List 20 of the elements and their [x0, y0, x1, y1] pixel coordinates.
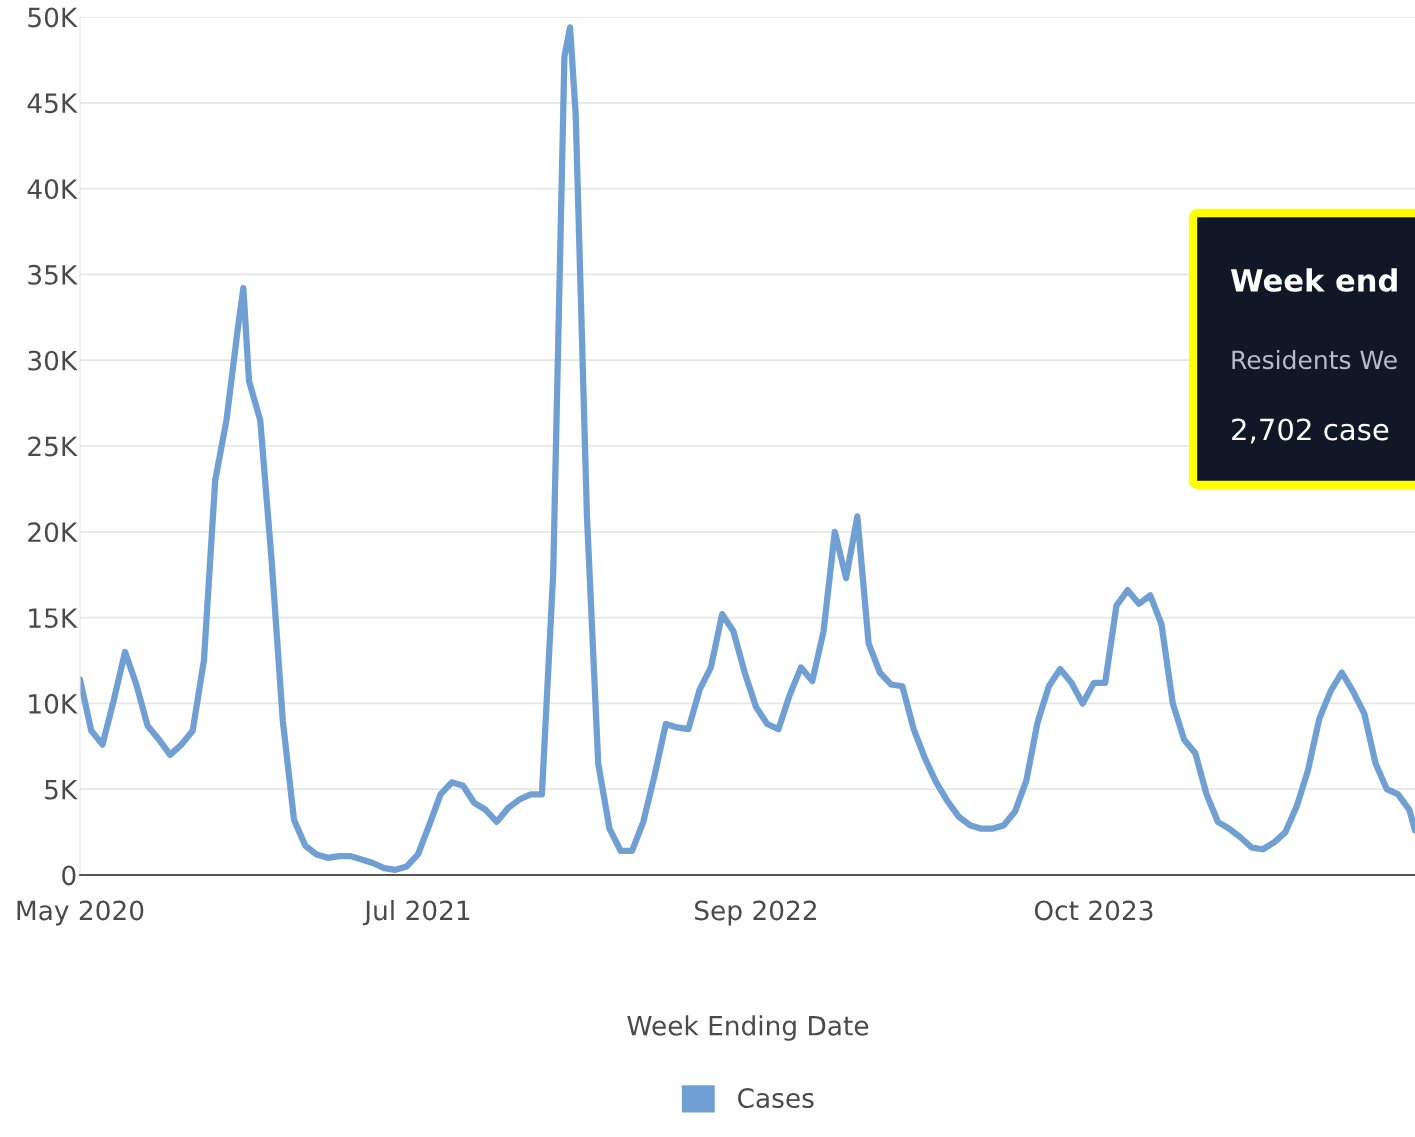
- y-tick-label: 40K: [27, 179, 78, 199]
- x-tick-label: Jul 2021: [362, 900, 470, 926]
- x-axis-title: Week Ending Date: [627, 1015, 869, 1041]
- annotation: Residents We: [1232, 349, 1397, 370]
- x-tick-label: Oct 2023: [1034, 900, 1153, 921]
- y-tick-label: 30K: [28, 350, 78, 371]
- y-tick-label: 0: [62, 865, 76, 886]
- y-tick-label: 15K: [29, 608, 78, 628]
- y-tick-label: 10K: [29, 693, 78, 714]
- y-tick-label: 35K: [28, 264, 78, 285]
- annotation: Week end: [1230, 268, 1397, 292]
- y-tick-label: 25K: [28, 436, 78, 457]
- annotation: 2,702 case: [1232, 418, 1389, 444]
- y-tick-label: 5K: [45, 779, 78, 800]
- legend-label: Cases: [738, 1088, 814, 1109]
- y-tick-label: 20K: [28, 522, 78, 543]
- y-tick-label: 45K: [27, 93, 78, 114]
- x-tick-label: May 2020: [17, 900, 144, 926]
- y-tick-label: 50K: [28, 7, 78, 28]
- x-tick-label: Sep 2022: [695, 900, 816, 926]
